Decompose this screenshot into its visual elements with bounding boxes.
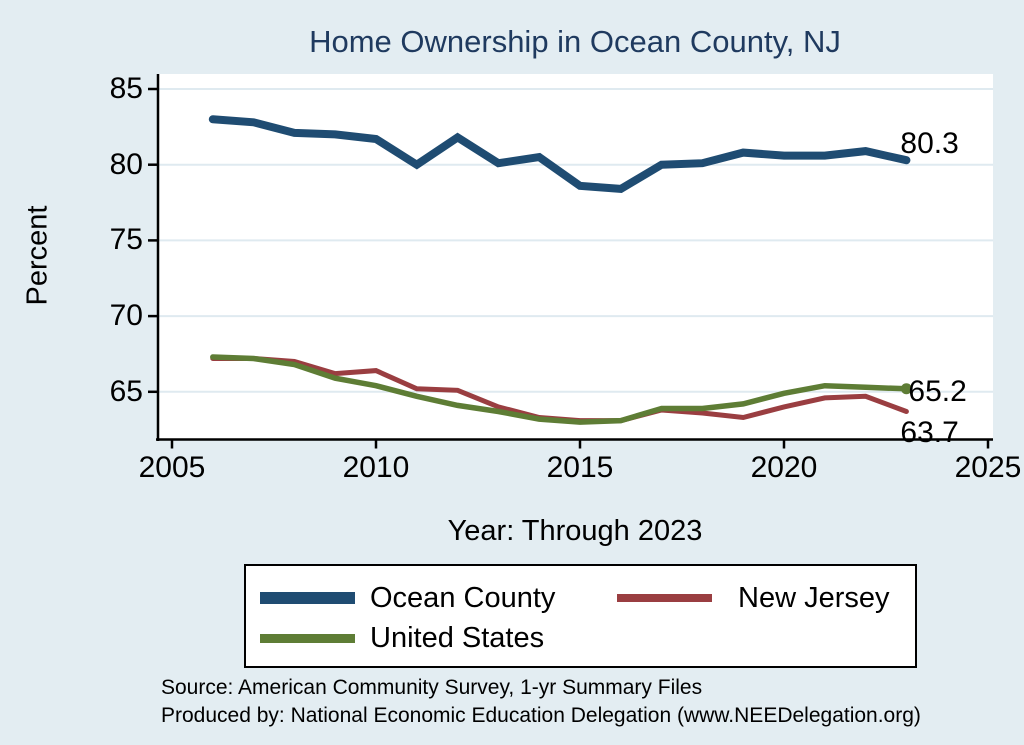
legend-swatch-ocean-county xyxy=(260,592,355,604)
united-states-end-value: 65.2 xyxy=(908,374,967,408)
source-note: Source: American Community Survey, 1-yr … xyxy=(161,674,921,730)
ocean-county-line xyxy=(208,115,911,193)
y-tick-label: 70 xyxy=(109,299,143,333)
source-line: Source: American Community Survey, 1-yr … xyxy=(161,676,703,699)
united-states-line xyxy=(210,354,910,425)
x-tick-label: 2025 xyxy=(954,451,1022,484)
x-tick-label: 2015 xyxy=(546,451,614,484)
y-tick-label: 80 xyxy=(109,147,143,181)
x-tick-label: 2020 xyxy=(750,451,818,484)
legend-label-new-jersey: New Jersey xyxy=(738,582,890,614)
produced-by-line: Produced by: National Economic Education… xyxy=(161,704,921,727)
legend-swatch-new-jersey xyxy=(617,594,712,602)
legend-label-ocean-county: Ocean County xyxy=(370,582,556,614)
ocean-county-end-value: 80.3 xyxy=(900,127,959,161)
united-states-end-marker xyxy=(900,383,912,395)
y-tick-label: 65 xyxy=(109,374,143,408)
x-tick-label: 2005 xyxy=(138,451,206,484)
legend: Ocean County New Jersey United States xyxy=(244,564,917,668)
x-axis-title: Year: Through 2023 xyxy=(447,515,703,547)
chart-title: Home Ownership in Ocean County, NJ xyxy=(309,24,841,59)
legend-label-united-states: United States xyxy=(370,622,545,654)
y-axis-title: Percent xyxy=(21,205,54,306)
new-jersey-end-value: 63.7 xyxy=(900,416,959,450)
x-tick-label: 2010 xyxy=(342,451,410,484)
y-tick-label: 85 xyxy=(109,72,143,105)
y-tick-label: 75 xyxy=(109,223,143,257)
legend-swatch-united-states xyxy=(260,634,355,643)
